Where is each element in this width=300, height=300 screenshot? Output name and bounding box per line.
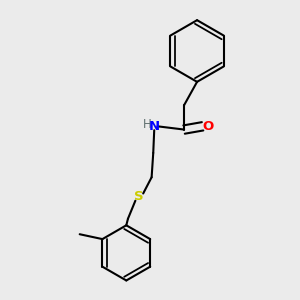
Text: N: N xyxy=(149,120,160,133)
Text: H: H xyxy=(143,118,152,131)
Text: S: S xyxy=(134,190,144,203)
Text: O: O xyxy=(203,120,214,133)
